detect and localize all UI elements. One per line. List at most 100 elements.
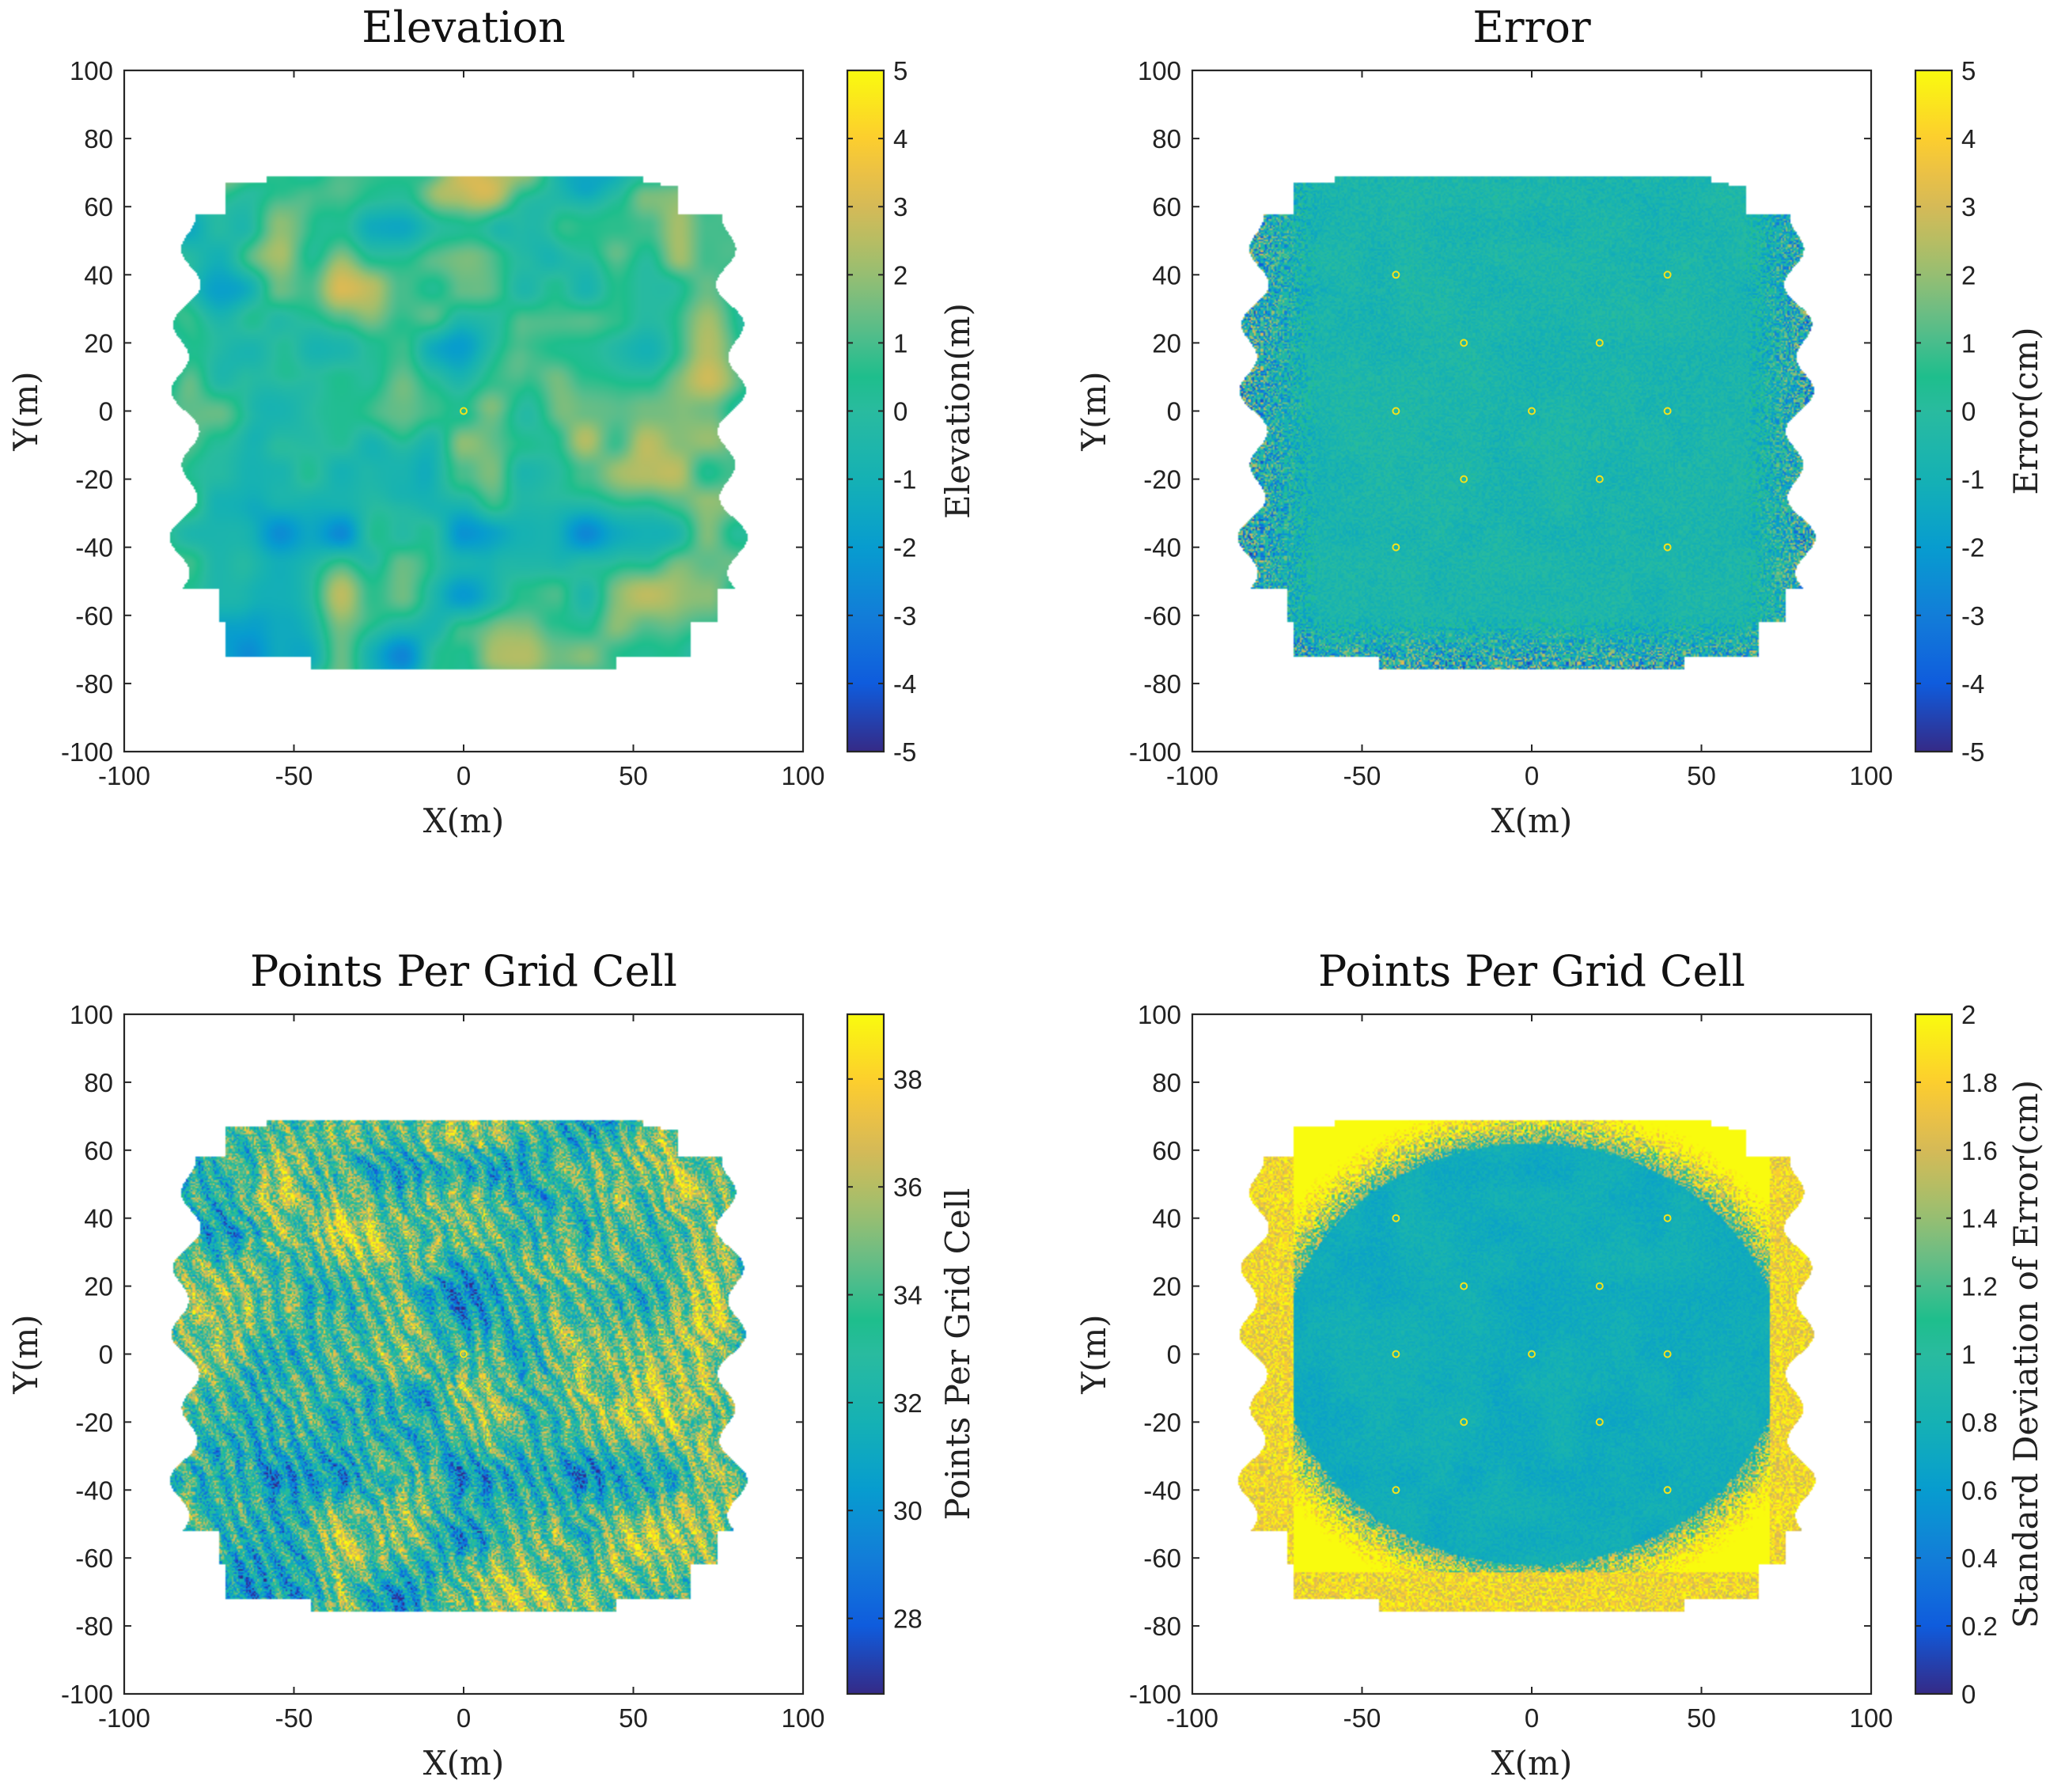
heatmap-image xyxy=(1192,70,1871,752)
y-tick-label: -100 xyxy=(61,1680,113,1709)
y-tick-label: -100 xyxy=(1129,737,1181,767)
y-axis-label: Y(m) xyxy=(1074,1314,1113,1394)
y-tick-label: 20 xyxy=(1152,328,1181,358)
colorbar-tick-label: 3 xyxy=(1961,192,1976,222)
y-tick-label: 80 xyxy=(1152,1068,1181,1097)
y-tick-label: -20 xyxy=(1143,465,1181,494)
colorbar-tick-label: -3 xyxy=(1961,601,1984,631)
marker-point-8 xyxy=(1460,1418,1468,1426)
colorbar: 0 0.2 0.4 0.6 0.8 1 1.2 1.4 1.6 1.8 2 Standard Devi… xyxy=(1914,1000,2045,1709)
heatmap-image xyxy=(124,1014,803,1694)
x-tick-label: -100 xyxy=(98,761,150,790)
y-tick-label: 0 xyxy=(1167,397,1181,426)
colorbar-tick-label: -3 xyxy=(893,601,916,631)
x-tick-label: 0 xyxy=(457,761,471,790)
colorbar-frame xyxy=(846,1013,885,1695)
y-tick-label: 20 xyxy=(84,328,113,358)
y-tick-label: 80 xyxy=(84,124,113,153)
marker-point-2 xyxy=(1663,271,1672,279)
colorbar-tick-label: 5 xyxy=(1961,56,1976,85)
y-tick-label: -60 xyxy=(1143,1544,1181,1573)
x-tick-label: 100 xyxy=(781,761,824,790)
y-tick-label: -100 xyxy=(1129,1680,1181,1709)
chart-panel-1: -100 -50 0 50 100-100-80-60-40-2002040608010… xyxy=(6,2,977,840)
marker-point-8 xyxy=(1460,475,1468,483)
colorbar-gradient xyxy=(847,70,884,752)
y-tick-label: 0 xyxy=(99,1340,113,1370)
y-tick-label: -20 xyxy=(75,465,113,494)
marker-point-1 xyxy=(1392,271,1400,279)
colorbar-tick-label: 0.4 xyxy=(1961,1544,1998,1573)
colorbar-tick-label: 1 xyxy=(1961,328,1976,358)
y-axis-label: Y(m) xyxy=(1074,371,1113,451)
y-tick-label: -80 xyxy=(1143,1612,1181,1641)
y-tick-label: -60 xyxy=(75,601,113,631)
colorbar-tick-label: -1 xyxy=(893,465,916,494)
marker-point-9 xyxy=(1595,1418,1604,1426)
colorbar-tick-label: 0 xyxy=(1961,397,1976,426)
y-tick-label: 100 xyxy=(1138,1000,1181,1029)
y-axis-label: Y(m) xyxy=(6,1314,45,1394)
chart-title: Points Per Grid Cell xyxy=(250,946,677,996)
colorbar-label: Standard Deviation of Error(cm) xyxy=(2006,1080,2045,1628)
marker-point-10 xyxy=(1392,543,1400,551)
colorbar-tick-label: -5 xyxy=(893,737,916,767)
x-tick-label: -100 xyxy=(1166,1703,1218,1733)
y-tick-label: -40 xyxy=(75,533,113,563)
y-tick-label: -80 xyxy=(75,669,113,699)
y-tick-label: 40 xyxy=(1152,260,1181,290)
colorbar-tick-label: 5 xyxy=(893,56,907,85)
colorbar-tick-label: 1 xyxy=(893,328,907,358)
colorbar-gradient xyxy=(847,1014,884,1694)
colorbar-tick-label: 0.8 xyxy=(1961,1407,1998,1437)
marker-point-9 xyxy=(1595,475,1604,483)
marker-point-10 xyxy=(1392,1486,1400,1495)
x-axis-label: X(m) xyxy=(423,1744,505,1783)
heatmap-image xyxy=(1192,1014,1871,1694)
colorbar: -5 -4 -3 -2 -1 0 1 2 3 4 5 Error(cm) xyxy=(1914,56,2045,767)
x-tick-label: 100 xyxy=(1849,761,1893,790)
x-axis-label: X(m) xyxy=(423,801,505,840)
marker-point-6 xyxy=(1528,1350,1536,1358)
colorbar-tick-label: -1 xyxy=(1961,465,1984,494)
colorbar-gradient xyxy=(1915,1014,1952,1694)
colorbar-gradient xyxy=(1915,70,1952,752)
y-axis-label: Y(m) xyxy=(6,371,45,451)
colorbar-tick-label: -2 xyxy=(1961,533,1984,563)
colorbar-label: Error(cm) xyxy=(2006,327,2045,494)
x-tick-label: -100 xyxy=(1166,761,1218,790)
x-tick-label: 50 xyxy=(1687,761,1716,790)
chart-panel-3: -100 -50 0 50 100 -100 -80 -60 -40 -20 0 20 40 60 80 10… xyxy=(6,946,977,1783)
colorbar: -5 -4 -3 -2 -1 0 1 2 3 4 5 Elevation(m) xyxy=(846,56,977,767)
y-tick-label: 60 xyxy=(84,192,113,222)
y-tick-label: 60 xyxy=(1152,1136,1181,1165)
x-tick-label: 0 xyxy=(1525,1703,1539,1733)
colorbar-tick-label: 1.4 xyxy=(1961,1204,1998,1233)
x-tick-label: -100 xyxy=(98,1703,150,1733)
colorbar-tick-label: 1.2 xyxy=(1961,1272,1998,1301)
chart-panel-4: -100 -50 0 50 100-100-80-60-40-2002040608010… xyxy=(1074,946,2045,1783)
colorbar-tick-label: -4 xyxy=(893,669,916,699)
marker-point-11 xyxy=(1663,543,1672,551)
colorbar-tick-label: -4 xyxy=(1961,669,1984,699)
marker-point-2 xyxy=(1663,1214,1672,1222)
y-tick-label: -40 xyxy=(75,1476,113,1505)
x-tick-label: 0 xyxy=(1525,761,1539,790)
y-tick-label: -80 xyxy=(75,1612,113,1641)
marker-point-1 xyxy=(460,1350,468,1358)
x-tick-label: 100 xyxy=(1849,1703,1893,1733)
colorbar-tick-label: 2 xyxy=(893,260,907,290)
x-axis-label: X(m) xyxy=(1491,1744,1573,1783)
y-tick-label: 80 xyxy=(1152,124,1181,153)
colorbar-tick-label: 38 xyxy=(893,1065,923,1094)
colorbar-tick-label: 0 xyxy=(893,397,907,426)
colorbar-tick-label: 1.8 xyxy=(1961,1068,1998,1097)
x-tick-label: 50 xyxy=(619,1703,648,1733)
colorbar-tick-label: 30 xyxy=(893,1496,923,1525)
colorbar-tick-label: 3 xyxy=(893,192,907,222)
y-tick-label: -40 xyxy=(1143,533,1181,563)
y-tick-label: -60 xyxy=(1143,601,1181,631)
colorbar-label: Points Per Grid Cell xyxy=(938,1188,977,1521)
x-tick-label: -50 xyxy=(275,761,313,790)
